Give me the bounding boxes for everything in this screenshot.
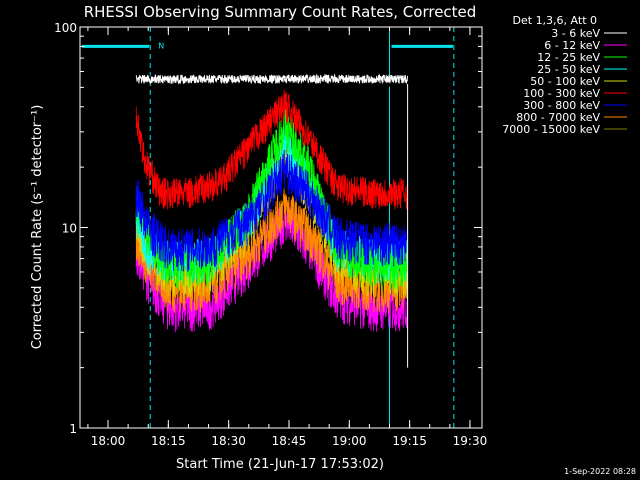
y-tick-label: 100: [54, 21, 77, 35]
y-axis-label: Corrected Count Rate (s⁻¹ detector⁻¹): [30, 105, 45, 350]
legend-entry-label: 6 - 12 keV: [544, 39, 600, 52]
x-tick-label: 19:15: [392, 434, 427, 448]
legend-entry-label: 800 - 7000 keV: [516, 111, 600, 124]
series-line-3-6-kev-trace: [135, 73, 408, 85]
x-tick-label: 19:00: [332, 434, 367, 448]
x-axis: 18:00 18:15 18:30 18:45 19:00 19:15 19:30: [87, 27, 488, 448]
x-tick-label: 18:15: [151, 434, 186, 448]
legend-entry-label: 3 - 6 keV: [551, 27, 600, 40]
legend-entry-label: 100 - 300 keV: [523, 87, 600, 100]
legend-entry-label: 25 - 50 keV: [537, 63, 600, 76]
x-axis-label: Start Time (21-Jun-17 17:53:02): [176, 457, 384, 472]
attenuator-label: N: [158, 41, 164, 50]
series-line-100-300-kev: [135, 89, 408, 210]
x-tick-label: 18:45: [272, 434, 307, 448]
legend-entry-label: 50 - 100 keV: [530, 75, 600, 88]
legend-entry-label: 300 - 800 keV: [523, 99, 600, 112]
chart-title: RHESSI Observing Summary Count Rates, Co…: [84, 3, 477, 21]
footer-timestamp: 1-Sep-2022 08:28: [564, 467, 636, 476]
y-axis: 1 10 100: [54, 21, 482, 436]
x-tick-label: 18:00: [91, 434, 126, 448]
x-tick-label: 18:30: [211, 434, 246, 448]
y-tick-label: 1: [69, 422, 77, 436]
legend-header: Det 1,3,6, Att 0: [513, 14, 597, 27]
legend-entry-label: 12 - 25 keV: [537, 51, 600, 64]
x-tick-label: 19:30: [453, 434, 488, 448]
legend-entry-label: 7000 - 15000 keV: [502, 123, 600, 136]
y-tick-label: 10: [62, 222, 77, 236]
series-layer: [135, 72, 409, 368]
series-line-300-800-kev: [135, 149, 408, 272]
